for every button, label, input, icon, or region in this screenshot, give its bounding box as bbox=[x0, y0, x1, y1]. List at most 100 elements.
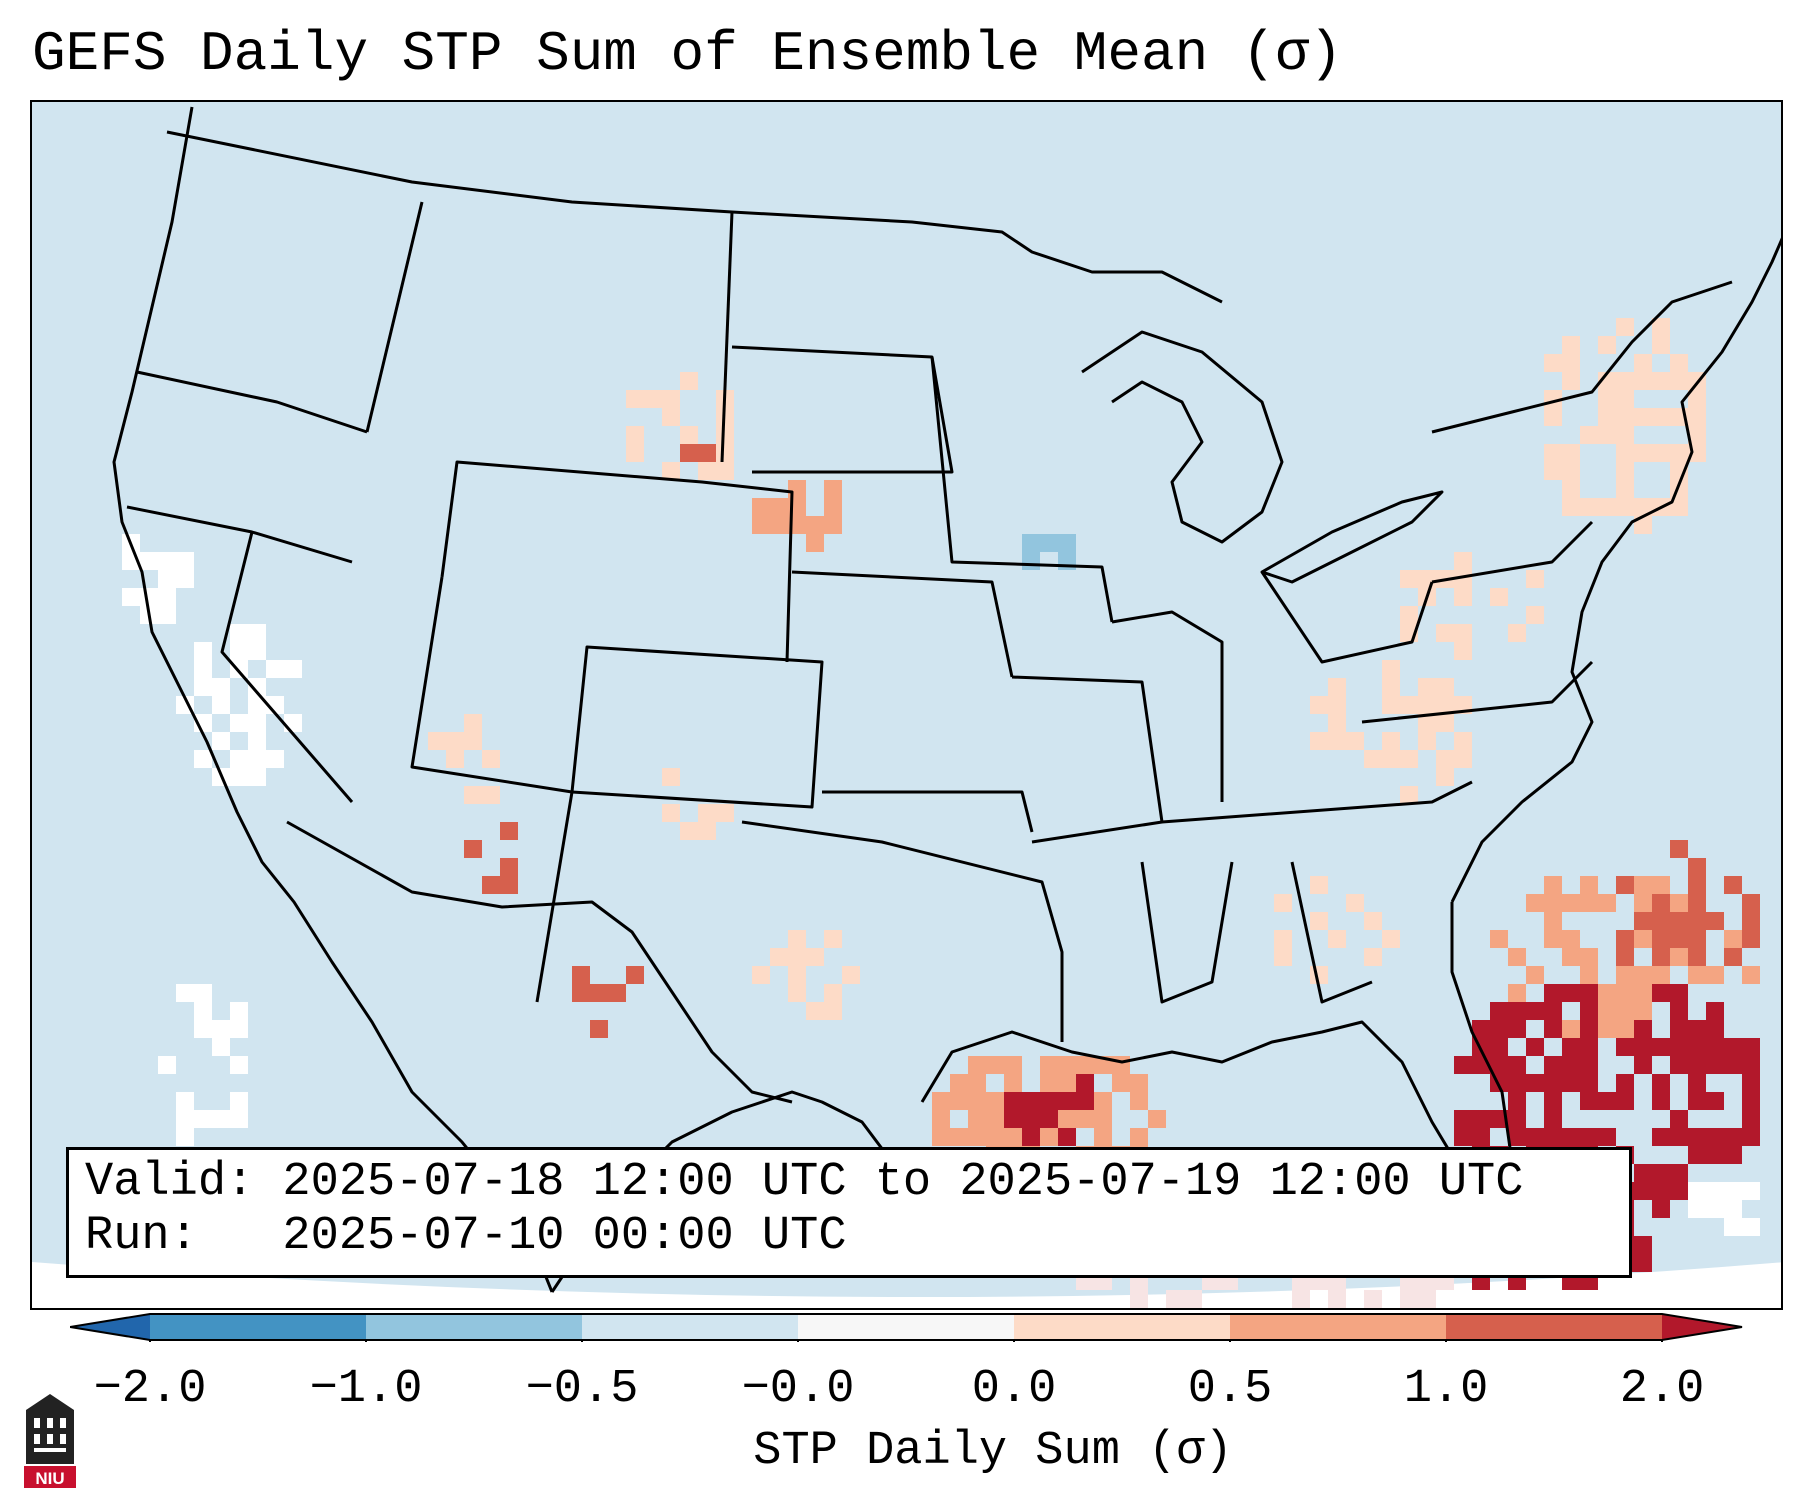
stp-cell bbox=[1670, 444, 1688, 462]
stp-cell bbox=[824, 930, 842, 948]
stp-cell bbox=[1004, 1092, 1022, 1110]
stp-cell bbox=[1652, 1038, 1670, 1056]
stp-cell bbox=[1616, 480, 1634, 498]
logo-banner bbox=[24, 1466, 76, 1488]
stp-cell bbox=[1022, 534, 1040, 552]
stp-cell bbox=[1562, 948, 1580, 966]
stp-cell bbox=[1634, 1164, 1652, 1182]
stp-cell bbox=[1400, 786, 1418, 804]
stp-cell bbox=[248, 642, 266, 660]
stp-cell bbox=[122, 588, 140, 606]
stp-cell bbox=[1724, 1218, 1742, 1236]
colorbar-tick-label: 0.5 bbox=[1187, 1363, 1273, 1416]
stp-cell bbox=[194, 1110, 212, 1128]
stp-cell bbox=[1580, 984, 1598, 1002]
stp-cell bbox=[1742, 1092, 1760, 1110]
stp-cell bbox=[1616, 1092, 1634, 1110]
colorbar-extend-high bbox=[1662, 1314, 1742, 1340]
stp-cell bbox=[1004, 1110, 1022, 1128]
stp-cell bbox=[1112, 1056, 1130, 1074]
stp-cell bbox=[968, 1110, 986, 1128]
stp-cell bbox=[1580, 1092, 1598, 1110]
stp-cell bbox=[1742, 1074, 1760, 1092]
stp-cell bbox=[1688, 1056, 1706, 1074]
state-ms-al bbox=[1140, 861, 1234, 1004]
stp-cell bbox=[140, 588, 158, 606]
stp-cell bbox=[1058, 534, 1076, 552]
stp-cell bbox=[1670, 354, 1688, 372]
stp-cell bbox=[464, 732, 482, 750]
stp-cell bbox=[1598, 498, 1616, 516]
stp-cell bbox=[680, 822, 698, 840]
stp-cell bbox=[1238, 1308, 1256, 1310]
mexico-border bbox=[286, 820, 793, 1104]
stp-cell bbox=[662, 462, 680, 480]
stp-cell bbox=[968, 1128, 986, 1146]
colorbar-tick-label: −0.5 bbox=[525, 1363, 639, 1416]
stp-cell bbox=[1634, 1056, 1652, 1074]
stp-cell bbox=[1418, 732, 1436, 750]
stp-cell bbox=[230, 642, 248, 660]
stp-cell bbox=[1562, 1038, 1580, 1056]
stp-cell bbox=[1616, 876, 1634, 894]
stp-cell bbox=[1670, 1110, 1688, 1128]
stp-cell bbox=[644, 390, 662, 408]
stp-cell bbox=[1508, 1002, 1526, 1020]
stp-cell bbox=[626, 966, 644, 984]
stp-cell bbox=[680, 444, 698, 462]
stp-cell bbox=[1742, 1110, 1760, 1128]
colorbar-extend-low bbox=[70, 1314, 150, 1340]
stp-cell bbox=[1562, 930, 1580, 948]
stp-cell bbox=[1310, 876, 1328, 894]
stp-cell bbox=[1634, 1308, 1652, 1310]
stp-cell bbox=[1526, 1002, 1544, 1020]
stp-cell bbox=[626, 426, 644, 444]
state-tn-ky bbox=[1161, 780, 1473, 824]
stp-cell bbox=[1634, 1002, 1652, 1020]
stp-cell bbox=[680, 372, 698, 390]
stp-cell bbox=[968, 1056, 986, 1074]
stp-cell bbox=[1706, 1002, 1724, 1020]
stp-cell bbox=[806, 534, 824, 552]
stp-cell bbox=[1598, 390, 1616, 408]
stp-cell bbox=[1598, 1092, 1616, 1110]
stp-cell bbox=[1418, 696, 1436, 714]
stp-cell bbox=[770, 516, 788, 534]
stp-cell bbox=[1670, 984, 1688, 1002]
stp-cell bbox=[1634, 444, 1652, 462]
stp-cell bbox=[1418, 1290, 1436, 1308]
stp-cell bbox=[1040, 534, 1058, 552]
stp-cell bbox=[1562, 462, 1580, 480]
stp-cell bbox=[1616, 930, 1634, 948]
stp-cell bbox=[1688, 1128, 1706, 1146]
stp-cell bbox=[1058, 1128, 1076, 1146]
stp-cell bbox=[752, 516, 770, 534]
stp-cell bbox=[158, 570, 176, 588]
stp-cell bbox=[1346, 732, 1364, 750]
stp-cell bbox=[1616, 426, 1634, 444]
stp-cell bbox=[1616, 1308, 1634, 1310]
stp-cell bbox=[266, 660, 284, 678]
stp-cell bbox=[1400, 1290, 1418, 1308]
stp-cell bbox=[1616, 948, 1634, 966]
stp-cell bbox=[824, 984, 842, 1002]
stp-cell bbox=[1562, 498, 1580, 516]
stp-cell bbox=[482, 750, 500, 768]
stp-cell bbox=[1670, 894, 1688, 912]
stp-cell bbox=[932, 1092, 950, 1110]
state-ne-ks bbox=[791, 570, 1014, 678]
stp-cell bbox=[230, 1002, 248, 1020]
stp-cell bbox=[1508, 1056, 1526, 1074]
stp-cell bbox=[1670, 840, 1688, 858]
stp-cell bbox=[950, 1128, 968, 1146]
logo-text: NIU bbox=[35, 1469, 64, 1488]
stp-cell bbox=[1670, 1182, 1688, 1200]
stp-cell bbox=[788, 966, 806, 984]
stp-cell bbox=[824, 498, 842, 516]
stp-cell bbox=[1544, 1002, 1562, 1020]
stp-cell bbox=[1004, 1056, 1022, 1074]
stp-cell bbox=[1544, 1056, 1562, 1074]
stp-cell bbox=[1616, 966, 1634, 984]
stp-cell bbox=[1634, 372, 1652, 390]
stp-cell bbox=[1022, 1092, 1040, 1110]
